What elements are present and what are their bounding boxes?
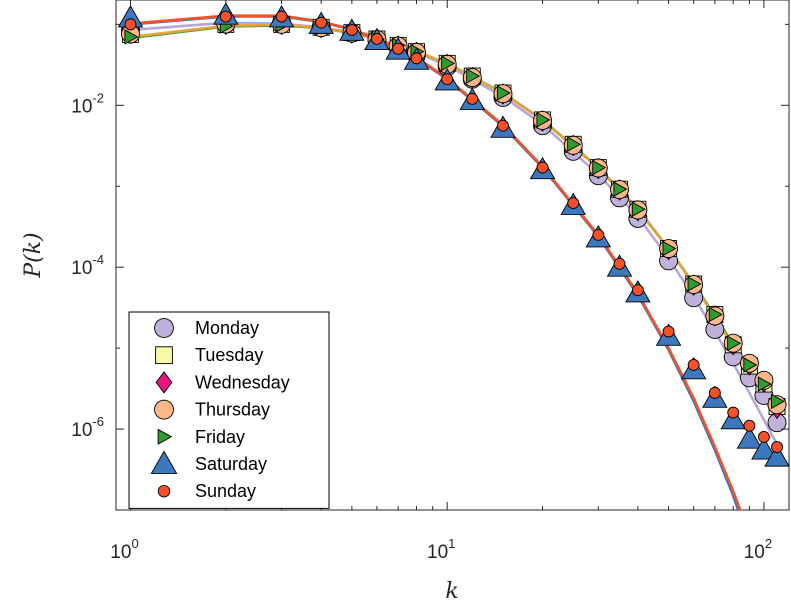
point-friday	[757, 376, 772, 392]
y-tick-base: 10	[71, 258, 92, 279]
point-friday	[727, 335, 742, 351]
point-friday	[770, 393, 785, 410]
legend-entry-saturday: Saturday	[150, 450, 267, 474]
x-tick-base: 10	[110, 542, 131, 563]
y-tick-exponent: -6	[92, 414, 104, 429]
legend-entry-tuesday: Tuesday	[155, 345, 263, 365]
point-saturday	[764, 444, 789, 467]
legend-entry-monday: Monday	[154, 318, 259, 338]
legend-entry-wednesday: Wednesday	[155, 371, 290, 394]
point-friday	[613, 181, 628, 197]
point-sunday	[441, 73, 454, 86]
point-sunday	[757, 430, 770, 443]
point-sunday	[315, 16, 328, 29]
legend-marker-monday	[154, 318, 174, 338]
point-sunday	[687, 358, 700, 371]
point-friday	[687, 276, 702, 292]
point-sunday	[631, 284, 644, 297]
legend-marker-thursday	[154, 399, 174, 420]
x-tick-base: 10	[427, 542, 448, 563]
point-sunday	[743, 419, 756, 432]
legend-marker-sunday	[157, 484, 171, 498]
y-tick-base: 10	[71, 96, 92, 117]
point-friday	[496, 85, 511, 101]
point-friday	[466, 68, 481, 84]
point-sunday	[345, 24, 358, 37]
legend-label-wednesday: Wednesday	[195, 372, 290, 392]
point-saturday	[736, 426, 763, 449]
point-sunday	[370, 33, 383, 45]
x-tick-exponent: 0	[131, 536, 138, 551]
point-sunday	[727, 406, 740, 419]
y-axis-label: P(k)	[21, 232, 46, 278]
point-sunday	[662, 325, 675, 338]
point-sunday	[613, 257, 626, 270]
x-axis-label: k	[445, 579, 458, 604]
legend-label-monday: Monday	[195, 318, 259, 338]
point-sunday	[275, 10, 288, 23]
x-tick-base: 10	[744, 542, 765, 563]
point-friday	[662, 240, 677, 257]
y-tick-exponent: -4	[92, 252, 104, 267]
point-friday	[743, 357, 758, 373]
y-tick-label: 10-4	[71, 252, 104, 279]
point-sunday	[708, 386, 721, 399]
point-sunday	[219, 10, 232, 23]
data-markers	[117, 2, 789, 467]
legend-label-sunday: Sunday	[195, 481, 256, 501]
point-sunday	[567, 197, 580, 209]
point-friday	[441, 55, 456, 72]
point-sunday	[536, 161, 549, 174]
point-sunday	[124, 18, 137, 31]
legend-marker-saturday	[150, 450, 178, 474]
legend-marker-friday	[157, 428, 173, 445]
x-tick-exponent: 2	[765, 536, 772, 551]
y-tick-base: 10	[71, 420, 92, 441]
x-tick-exponent: 1	[448, 536, 455, 551]
legend-label-saturday: Saturday	[195, 454, 267, 474]
legend-entry-thursday: Thursday	[154, 399, 270, 420]
point-sunday	[392, 42, 405, 55]
y-tick-label: 10-2	[71, 90, 104, 117]
point-saturday	[751, 437, 777, 460]
y-tick-exponent: -2	[92, 90, 104, 105]
x-tick-label: 102	[744, 536, 772, 563]
x-tick-label: 100	[110, 536, 138, 563]
y-tick-label: 10-6	[71, 414, 104, 441]
point-friday	[124, 29, 139, 45]
legend-marker-tuesday	[155, 346, 173, 365]
point-friday	[567, 136, 582, 153]
legend-entry-sunday: Sunday	[157, 481, 256, 501]
x-tick-label: 101	[427, 536, 455, 563]
point-friday	[592, 159, 607, 176]
point-friday	[708, 306, 723, 323]
point-friday	[536, 112, 551, 128]
point-sunday	[497, 119, 509, 132]
series-sunday	[124, 10, 783, 453]
legend-label-friday: Friday	[195, 427, 245, 447]
legend-label-thursday: Thursday	[195, 400, 270, 420]
legend: Monday Tuesday Wednesday Thursday Friday Satu…	[128, 311, 330, 509]
legend-marker-wednesday	[155, 371, 173, 394]
point-sunday	[466, 92, 479, 105]
point-sunday	[410, 52, 423, 65]
legend-entry-friday: Friday	[157, 427, 245, 447]
legend-label-tuesday: Tuesday	[195, 345, 263, 365]
point-sunday	[592, 229, 605, 241]
point-friday	[631, 201, 646, 217]
point-sunday	[771, 441, 783, 453]
